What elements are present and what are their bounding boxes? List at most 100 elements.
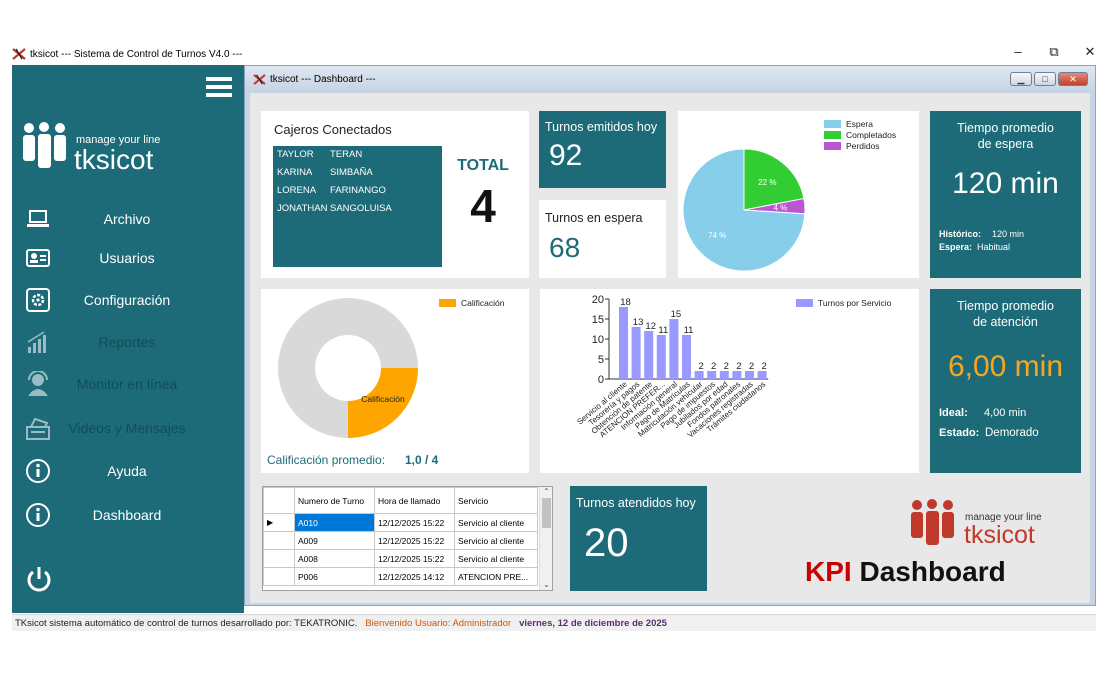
cajero-last-name: SANGOLUISA (330, 203, 392, 214)
dashboard-minimize-button[interactable]: ▁ (1010, 72, 1032, 86)
y-tick-label: 5 (598, 354, 604, 366)
cell-servicio[interactable]: Servicio al cliente (454, 549, 538, 568)
sidebar-item-configuracion[interactable]: Configuración (12, 283, 244, 317)
app-logo-icon (12, 48, 26, 60)
minimize-button[interactable]: – (1014, 44, 1022, 59)
bar (694, 371, 704, 379)
bar (619, 307, 628, 379)
y-tick-label: 0 (598, 374, 604, 386)
laptop-icon (24, 205, 52, 233)
bar (707, 371, 717, 379)
y-tick-label: 10 (592, 334, 604, 346)
estado-value: Demorado (985, 427, 1039, 439)
sidebar-item-archivo[interactable]: Archivo (12, 202, 244, 236)
close-button[interactable]: ✕ (1084, 44, 1096, 59)
turnos-espera-value: 68 (549, 232, 581, 263)
tiempo-atencion-title-2: de atención (973, 315, 1038, 329)
cajero-last-name: FARINANGO (330, 185, 386, 196)
bar (745, 371, 754, 379)
bar (732, 371, 742, 379)
tiempo-atencion-card: Tiempo promedio de atención 6,00 min Ide… (930, 289, 1081, 473)
legend-label: Turnos por Servicio (818, 298, 892, 308)
bar-value-label: 2 (711, 361, 716, 372)
status-pie-card: 22 % 4 % 74 % Espera Completados Perdidos (678, 111, 919, 278)
scroll-up-icon[interactable]: ⌃ (543, 487, 550, 496)
people-logo-icon (911, 499, 954, 545)
cell-turno[interactable]: A008 (294, 549, 375, 568)
cell-hora[interactable]: 12/12/2025 15:22 (374, 531, 455, 550)
pie-slice-label: 4 % (774, 204, 788, 213)
sidebar-item-ayuda[interactable]: Ayuda (12, 454, 244, 488)
bar-value-label: 2 (736, 361, 741, 372)
row-selector-arrow-icon: ▶ (263, 513, 295, 532)
dashboard-close-button[interactable]: ✕ (1058, 72, 1088, 86)
bar-value-label: 2 (761, 361, 766, 372)
power-icon[interactable] (25, 565, 53, 593)
app-logo-icon (253, 73, 266, 85)
sidebar-item-usuarios[interactable]: Usuarios (12, 241, 244, 275)
app-title-bar: tksicot --- Sistema de Control de Turnos… (12, 46, 242, 62)
status-bar: TKsicot sistema automático de control de… (12, 614, 1096, 631)
cell-servicio[interactable]: ATENCION PRE... (454, 567, 538, 586)
sidebar-item-monitor[interactable]: Monitor en línea (12, 367, 244, 401)
historico-value: 120 min (992, 229, 1025, 239)
bar-value-label: 2 (724, 361, 729, 372)
sidebar-item-dashboard[interactable]: Dashboard (12, 498, 244, 532)
turnos-emitidos-value: 92 (549, 139, 583, 172)
legend-swatch (824, 131, 841, 139)
table-row[interactable]: A009 12/12/2025 15:22 Servicio al client… (263, 531, 538, 550)
legend-swatch (439, 299, 456, 307)
table-row[interactable]: A008 12/12/2025 15:22 Servicio al client… (263, 549, 538, 568)
calificacion-card: Calificación Calificación Calificación pr… (261, 289, 529, 473)
legend-label: Calificación (461, 298, 505, 308)
row-selector (263, 531, 295, 550)
grid-scrollbar[interactable]: ⌃ ⌄ (539, 487, 552, 590)
grid-header-servicio[interactable]: Servicio (454, 487, 538, 514)
headset-user-icon (24, 370, 52, 398)
pie-slice-espera (682, 148, 806, 272)
grid-header-row: Numero de Turno Hora de llamado Servicio (263, 487, 538, 514)
tiempo-espera-title-1: Tiempo promedio (957, 121, 1054, 135)
table-row[interactable]: ▶ A010 12/12/2025 15:22 Servicio al clie… (263, 513, 538, 532)
brand-name: tksicot (964, 521, 1035, 549)
turnos-servicio-card: 20 15 10 5 0 18 Servicio al cliente 13 Tesorería… (540, 289, 919, 473)
grid-header-hora[interactable]: Hora de llamado (374, 487, 455, 514)
table-row[interactable]: P006 12/12/2025 14:12 ATENCION PRE... (263, 567, 538, 586)
dashboard-restore-button[interactable]: □ (1034, 72, 1056, 86)
cell-hora[interactable]: 12/12/2025 15:22 (374, 513, 455, 532)
scroll-thumb[interactable] (542, 498, 551, 528)
grid-header-turno[interactable]: Numero de Turno (294, 487, 375, 514)
cell-servicio[interactable]: Servicio al cliente (454, 531, 538, 550)
estado-label: Estado: (939, 427, 980, 439)
sidebar-item-reportes[interactable]: Reportes (12, 325, 244, 359)
scroll-down-icon[interactable]: ⌄ (543, 580, 550, 589)
turnos-emitidos-label: Turnos emitidos hoy (545, 120, 658, 134)
kpi-brand: manage your line tksicot KPI Dashboard (800, 493, 1080, 593)
cell-turno[interactable]: A009 (294, 531, 375, 550)
cell-turno[interactable]: P006 (294, 567, 375, 586)
logo-name: tksicot (74, 144, 154, 175)
hamburger-menu-icon[interactable] (206, 77, 232, 97)
cell-turno[interactable]: A010 (294, 513, 375, 532)
cell-servicio[interactable]: Servicio al cliente (454, 513, 538, 532)
tiempo-atencion-value: 6,00 min (947, 350, 1064, 383)
cell-hora[interactable]: 12/12/2025 14:12 (374, 567, 455, 586)
bar-value-label: 11 (658, 325, 668, 336)
tiempo-atencion-title-1: Tiempo promedio (957, 299, 1054, 313)
restore-button[interactable]: ⧉ (1049, 44, 1059, 59)
pie-slice-completados (743, 148, 805, 211)
legend-swatch (824, 120, 841, 128)
turnos-atendidos-label: Turnos atendidos hoy (576, 496, 696, 510)
cell-hora[interactable]: 12/12/2025 15:22 (374, 549, 455, 568)
cajeros-card: Cajeros Conectados TAYLOR TERAN KARINA S… (261, 111, 529, 278)
bar-value-label: 11 (684, 325, 694, 336)
pie-slice-label: 74 % (708, 231, 726, 240)
cajero-first-name: KARINA (277, 167, 313, 178)
sidebar-item-videos[interactable]: Videos y Mensajes (12, 411, 244, 445)
pie-slice-label: 22 % (758, 178, 776, 187)
bar (656, 335, 666, 379)
bar-value-label: 13 (633, 317, 644, 328)
id-card-icon (24, 244, 52, 272)
turnos-espera-label: Turnos en espera (545, 211, 643, 225)
